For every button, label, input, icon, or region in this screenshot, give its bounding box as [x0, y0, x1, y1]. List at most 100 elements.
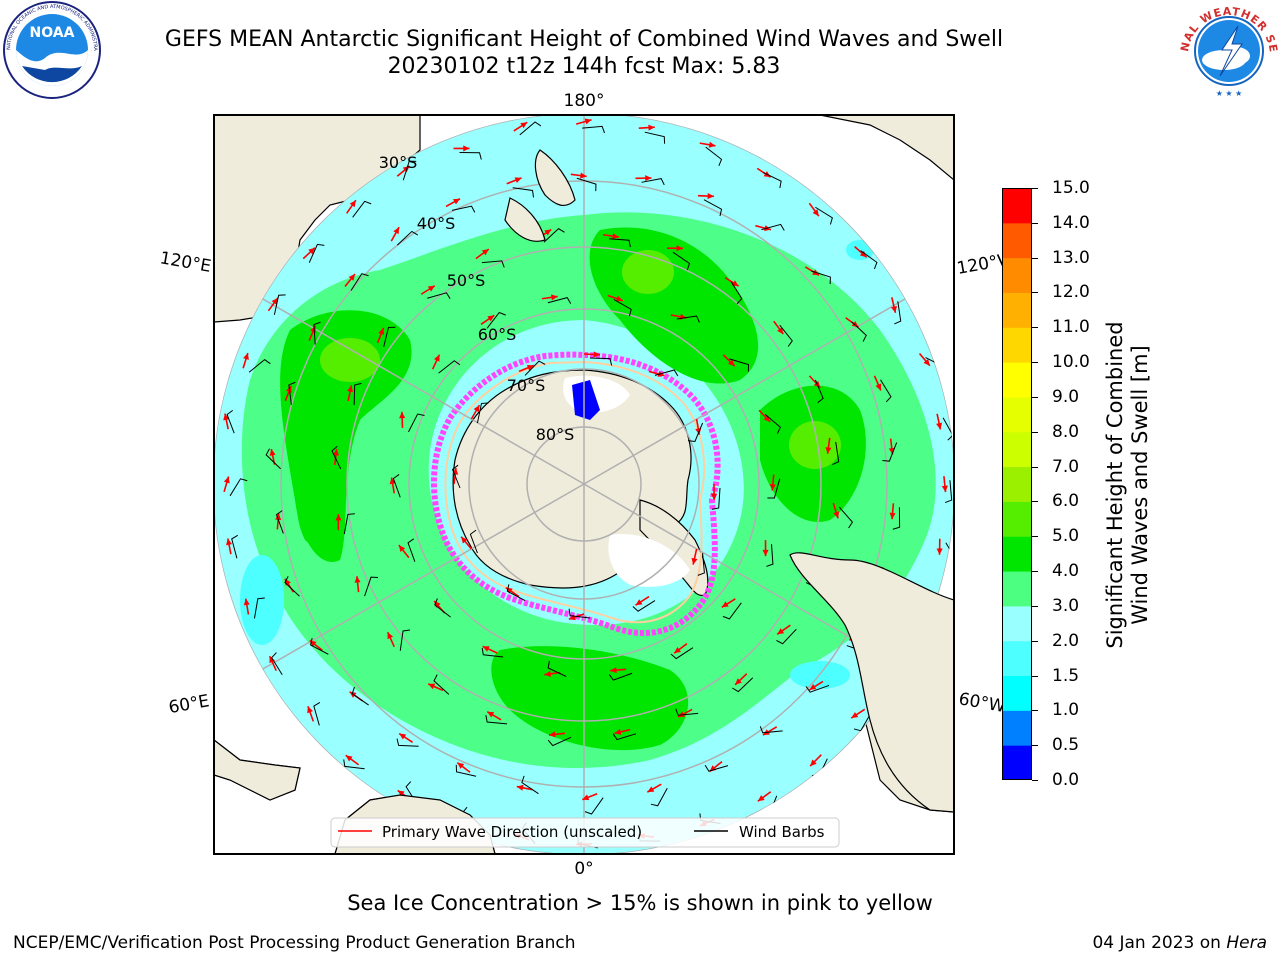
continents-inner [214, 149, 954, 854]
lon-label-180: 180° [564, 91, 605, 111]
colorbar-tick-label: 2.0 [1052, 630, 1080, 651]
wind-barb [832, 441, 840, 466]
wind-barb [644, 131, 666, 144]
primary-wave-arrowhead [514, 177, 522, 183]
primary-wave-arrowhead [941, 485, 948, 493]
primary-wave-arrowhead [676, 245, 683, 252]
wind-barb [608, 672, 633, 681]
map-frame [213, 114, 955, 855]
wave-band-2m [240, 240, 874, 689]
primary-wave-arrowhead [859, 250, 867, 258]
colorbar-border [1002, 188, 1032, 780]
primary-wave-arrowhead [809, 683, 817, 690]
colorbar-tick-label: 12.0 [1052, 282, 1090, 303]
primary-wave-arrowhead [526, 364, 534, 371]
primary-wave-arrowhead [399, 411, 406, 419]
colorbar-tick [1032, 745, 1038, 747]
primary-wave-arrowhead [810, 759, 817, 767]
nws-logo: NATIONAL WEATHER SERVICE ★ ★ ★ [1178, 0, 1279, 100]
wind-barb [351, 686, 369, 706]
colorbar-segment [1002, 396, 1032, 433]
colorbar-segment [1002, 257, 1032, 293]
colorbar-tick [1032, 257, 1038, 259]
wind-barb [805, 684, 830, 693]
wind-barb [396, 230, 419, 246]
primary-wave-arrowhead [851, 320, 859, 328]
chart-subtitle: 20230102 t12z 144h fcst Max: 5.83 [387, 54, 781, 79]
wind-barb [676, 315, 700, 323]
wind-barb [486, 311, 506, 329]
wind-barb [860, 250, 878, 270]
colorbar-segment [1002, 536, 1032, 572]
wind-barb [226, 409, 235, 434]
wind-barb [265, 448, 281, 470]
colorbar-tick [1032, 710, 1038, 712]
wind-barb [331, 445, 342, 470]
wind-barb [284, 576, 300, 597]
colorbar-tick [1032, 188, 1038, 189]
primary-wave-arrowhead [888, 447, 895, 455]
primary-wave-arrowhead [275, 513, 282, 521]
colorbar-tick [1032, 466, 1038, 468]
primary-wave-arrowhead [434, 354, 440, 362]
primary-wave-arrowhead [226, 538, 233, 546]
primary-wave-arrowhead [551, 294, 558, 301]
wind-barb [353, 382, 362, 406]
primary-wave-arrowhead [399, 733, 407, 740]
primary-wave-arrowhead [520, 122, 528, 129]
colorbar-tick-label: 14.0 [1052, 212, 1090, 233]
colorbar-segment [1002, 362, 1032, 398]
primary-wave-arrowhead [648, 124, 655, 131]
primary-wave-arrowhead [936, 548, 943, 555]
primary-wave-arrowhead [335, 514, 342, 521]
colorbar-segment [1002, 188, 1032, 224]
primary-wave-arrowhead [223, 476, 230, 484]
wind-barb [459, 151, 482, 160]
colorbar-segment [1002, 605, 1032, 642]
wind-barb [732, 677, 754, 693]
primary-wave-arrowhead [378, 327, 385, 335]
wind-barb [427, 292, 451, 300]
wind-barb [402, 160, 417, 181]
primary-wave-arrowhead [473, 405, 480, 413]
wind-barb [383, 326, 396, 347]
colorbar-tick-label: 8.0 [1052, 421, 1080, 442]
primary-wave-arrowhead [347, 385, 354, 393]
colorbar-tick [1032, 222, 1038, 224]
wind-barb [392, 474, 401, 498]
wind-barb [343, 759, 365, 770]
noaa-logo-text: NOAA [30, 25, 75, 41]
lon-label-60w: 60°W [957, 689, 1007, 717]
primary-wave-arrowhead [398, 545, 406, 552]
wind-barb [675, 708, 699, 716]
lon-label-60e: 60°E [167, 691, 211, 718]
primary-wave-arrowhead [678, 711, 686, 718]
primary-wave-arrowhead [387, 632, 394, 640]
wind-barb [705, 146, 723, 167]
wind-barb [343, 513, 355, 535]
chart-title: GEFS MEAN Antarctic Significant Height o… [164, 27, 1004, 52]
wind-barb [313, 321, 321, 345]
lat-label-80s: 80°S [536, 425, 575, 444]
wind-barb [729, 358, 750, 372]
colorbar-segment [1002, 222, 1032, 259]
wind-barb [407, 538, 416, 562]
colorbar-tick-label: 9.0 [1052, 386, 1080, 407]
wind-barb [944, 480, 953, 504]
wind-barb [524, 360, 546, 376]
wind-barb [892, 507, 901, 530]
lat-label-30s: 30°S [379, 153, 418, 172]
primary-wave-arrowhead [645, 175, 652, 182]
wind-barb [288, 381, 296, 405]
colorbar-tick-label: 0.0 [1052, 770, 1080, 790]
primary-wave-arrowhead [243, 352, 249, 360]
footer-date-text: 04 Jan 2023 on [1092, 933, 1221, 953]
wind-barb [433, 674, 450, 695]
wind-barb [521, 775, 539, 795]
primary-wave-arrowhead [349, 200, 356, 208]
colorbar-tick-label: 11.0 [1052, 317, 1090, 338]
wind-barb [722, 602, 742, 620]
wind-barb [641, 178, 665, 186]
primary-wave-arrowhead [481, 249, 489, 256]
wind-barb [469, 529, 478, 554]
